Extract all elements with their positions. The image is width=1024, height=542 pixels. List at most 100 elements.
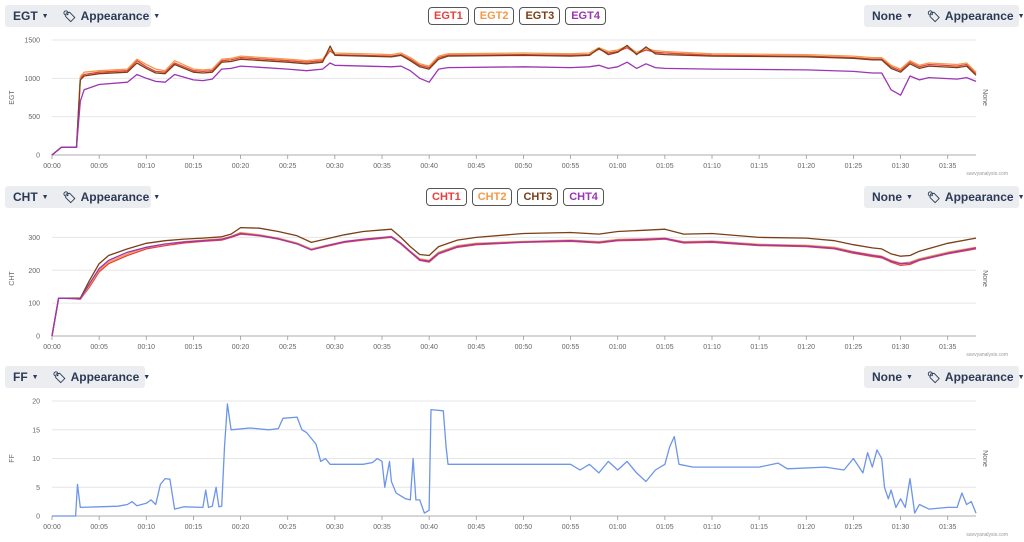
- legend-cht1[interactable]: CHT1: [426, 188, 467, 206]
- y-tick-label: 15: [32, 427, 40, 434]
- legend-egt2[interactable]: EGT2: [473, 7, 515, 25]
- tag-icon: 🏷: [52, 371, 67, 384]
- x-tick-label: 00:35: [373, 524, 391, 531]
- x-tick-label: 01:15: [750, 344, 768, 351]
- chevron-down-icon: ▼: [1017, 12, 1024, 20]
- x-tick-label: 00:00: [43, 163, 61, 170]
- credit-text: savvyanalysis.com: [966, 171, 1008, 177]
- cht-chart: 0 100 200 300 00:00 00:05 00:10 00:15 00:20 00:25…: [9, 226, 1008, 358]
- x-tick-label: 00:40: [420, 163, 438, 170]
- chevron-down-icon: ▼: [153, 193, 161, 201]
- series-line-egt4: [51, 61, 977, 156]
- legend-egt3[interactable]: EGT3: [519, 7, 561, 25]
- egt-toolbar: EGT ▼ 🏷 Appearance ▼ EGT1 EGT2 EGT3 EGT4…: [0, 5, 1024, 27]
- x-tick-label: 00:25: [279, 524, 297, 531]
- x-tick-label: 00:10: [138, 163, 156, 170]
- x-tick-label: 00:55: [562, 163, 580, 170]
- y-tick-label: 200: [28, 268, 40, 275]
- legend-cht4[interactable]: CHT4: [563, 188, 604, 206]
- right-appearance-label: Appearance: [944, 190, 1014, 204]
- y-tick-label: 500: [28, 114, 40, 121]
- y-tick-label: 300: [28, 235, 40, 242]
- legend-cht2[interactable]: CHT2: [471, 188, 513, 206]
- chevron-down-icon: ▼: [1017, 373, 1024, 381]
- x-tick-label: 00:45: [468, 524, 486, 531]
- x-tick-label: 00:45: [468, 163, 486, 170]
- x-tick-label: 00:15: [185, 344, 203, 351]
- x-tick-label: 00:05: [90, 524, 108, 531]
- x-tick-label: 00:50: [515, 344, 533, 351]
- x-tick-label: 01:25: [845, 524, 863, 531]
- ff-selector[interactable]: FF ▼ 🏷 Appearance ▼: [5, 366, 150, 388]
- x-tick-label: 00:05: [90, 344, 108, 351]
- x-tick-label: 00:50: [515, 163, 533, 170]
- y-tick-label: 0: [36, 334, 40, 341]
- y-tick-label: 1000: [24, 76, 40, 83]
- x-tick-label: 00:20: [232, 163, 250, 170]
- x-tick-label: 00:00: [43, 344, 61, 351]
- egt-chart: 0 500 1000 1500 00:00 00:05 00:10 00:15 00:20 00:…: [9, 38, 1008, 178]
- x-tick-label: 00:25: [279, 163, 297, 170]
- chevron-down-icon: ▼: [153, 12, 161, 20]
- legend-cht3[interactable]: CHT3: [517, 188, 559, 206]
- x-tick-label: 00:15: [185, 524, 203, 531]
- x-tick-label: 01:30: [892, 163, 910, 170]
- egt-right-selector[interactable]: None ▼ 🏷 Appearance ▼: [864, 5, 1024, 27]
- x-tick-label: 01:30: [892, 524, 910, 531]
- tag-icon: 🏷: [926, 371, 941, 384]
- right-axis-label: None: [981, 89, 988, 106]
- y-tick-label: 0: [36, 514, 40, 521]
- egt-appearance-label: Appearance: [80, 9, 150, 23]
- egt-selector[interactable]: EGT ▼ 🏷 Appearance ▼: [5, 5, 160, 27]
- x-tick-label: 00:30: [326, 163, 344, 170]
- x-tick-label: 00:15: [185, 163, 203, 170]
- legend-egt4[interactable]: EGT4: [565, 7, 606, 25]
- series-line-cht4: [51, 232, 977, 337]
- series-line-cht3: [51, 226, 977, 337]
- legend-egt1[interactable]: EGT1: [428, 7, 469, 25]
- credit-text: savvyanalysis.com: [966, 352, 1008, 358]
- chevron-down-icon: ▼: [31, 373, 39, 381]
- x-tick-label: 00:55: [562, 344, 580, 351]
- x-tick-label: 00:35: [373, 163, 391, 170]
- x-tick-label: 01:35: [939, 524, 957, 531]
- ff-chart: 0 5 10 15 20 00:00 00:05 00:10 00:15 00:20 00:25 00…: [9, 399, 1008, 539]
- y-tick-label: 10: [32, 456, 40, 463]
- series-line-ff: [52, 403, 977, 517]
- ff-appearance-label: Appearance: [70, 370, 140, 384]
- series-line-egt3: [51, 44, 977, 156]
- cht-legend: CHT1 CHT2 CHT3 CHT4: [426, 188, 604, 206]
- x-tick-label: 00:20: [232, 344, 250, 351]
- chevron-down-icon: ▼: [906, 12, 913, 20]
- right-axis-label: None: [981, 450, 988, 467]
- x-tick-label: 00:40: [420, 344, 438, 351]
- right-appearance-label: Appearance: [944, 9, 1014, 23]
- cht-toolbar: CHT ▼ 🏷 Appearance ▼ CHT1 CHT2 CHT3 CHT4…: [0, 186, 1024, 208]
- cht-selector-label: CHT: [13, 190, 38, 204]
- chevron-down-icon: ▼: [906, 193, 913, 201]
- cht-right-selector[interactable]: None ▼ 🏷 Appearance ▼: [864, 186, 1024, 208]
- x-tick-label: 00:30: [326, 524, 344, 531]
- x-tick-label: 01:05: [656, 524, 674, 531]
- y-axis-label: FF: [9, 454, 16, 463]
- cht-selector[interactable]: CHT ▼ 🏷 Appearance ▼: [5, 186, 160, 208]
- x-tick-label: 01:15: [750, 524, 768, 531]
- x-tick-label: 01:00: [609, 344, 627, 351]
- tag-icon: 🏷: [926, 10, 941, 23]
- egt-legend: EGT1 EGT2 EGT3 EGT4: [428, 7, 606, 25]
- right-selector-label: None: [872, 370, 902, 384]
- x-tick-label: 01:35: [939, 344, 957, 351]
- cht-appearance-label: Appearance: [80, 190, 150, 204]
- x-tick-label: 00:50: [515, 524, 533, 531]
- x-tick-label: 01:10: [703, 344, 721, 351]
- y-tick-label: 20: [32, 399, 40, 406]
- x-tick-label: 01:20: [798, 163, 816, 170]
- series-line-egt2: [51, 45, 977, 156]
- y-axis-label: EGT: [9, 90, 16, 105]
- y-tick-label: 0: [36, 153, 40, 160]
- egt-selector-label: EGT: [13, 9, 38, 23]
- x-tick-label: 00:55: [562, 524, 580, 531]
- right-appearance-label: Appearance: [944, 370, 1014, 384]
- ff-right-selector[interactable]: None ▼ 🏷 Appearance ▼: [864, 366, 1024, 388]
- ff-toolbar: FF ▼ 🏷 Appearance ▼ None ▼ 🏷 Appearance …: [0, 366, 1024, 388]
